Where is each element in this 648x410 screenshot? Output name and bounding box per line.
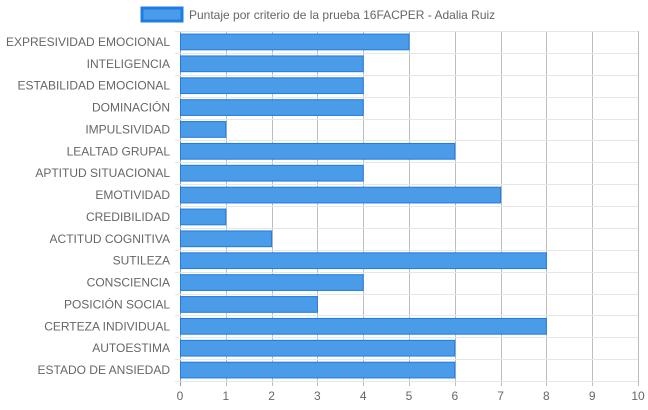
bar[interactable] (180, 77, 364, 95)
bar[interactable] (180, 317, 547, 335)
bar[interactable] (180, 55, 364, 73)
bar[interactable] (180, 296, 318, 313)
x-tick-label: 6 (451, 389, 458, 403)
category-label: DOMINACIÓN (92, 100, 170, 115)
bar[interactable] (180, 339, 456, 357)
category-label: ESTABILIDAD EMOCIONAL (18, 79, 171, 93)
category-label: EMOTIVIDAD (95, 188, 170, 202)
category-label: AUTOESTIMA (92, 341, 170, 355)
x-tick-labels: 0 1 2 3 4 5 6 7 8 9 10 (177, 389, 645, 403)
bar[interactable] (180, 208, 227, 226)
category-label: LEALTAD GRUPAL (67, 144, 171, 158)
x-tick-label: 5 (406, 389, 413, 403)
bar[interactable] (180, 142, 456, 160)
legend[interactable]: Puntaje por criterio de la prueba 16FACP… (140, 6, 495, 23)
x-tick-label: 0 (177, 389, 184, 403)
category-label: CREDIBILIDAD (86, 210, 170, 224)
bar[interactable] (180, 361, 456, 379)
bar[interactable] (180, 186, 502, 204)
bar[interactable] (180, 252, 547, 270)
legend-swatch[interactable] (140, 6, 184, 23)
category-label: CONSCIENCIA (87, 276, 170, 290)
legend-label[interactable]: Puntaje por criterio de la prueba 16FACP… (189, 8, 495, 22)
x-tick-label: 1 (222, 389, 229, 403)
category-label: ACTITUD COGNITIVA (50, 232, 170, 246)
category-label: INTELIGENCIA (87, 57, 170, 71)
x-tick-label: 10 (631, 389, 645, 403)
x-tick-label: 9 (589, 389, 596, 403)
category-label: CERTEZA INDIVIDUAL (44, 319, 170, 333)
x-tick-label: 2 (268, 389, 275, 403)
bar[interactable] (180, 33, 410, 51)
category-label: SUTILEZA (113, 254, 170, 268)
category-label: EXPRESIVIDAD EMOCIONAL (6, 35, 170, 49)
x-tick-label: 3 (314, 389, 321, 403)
bar[interactable] (180, 230, 273, 248)
category-labels: EXPRESIVIDAD EMOCIONAL INTELIGENCIA ESTABI… (6, 35, 170, 377)
category-label: ESTADO DE ANSIEDAD (38, 363, 171, 377)
category-label: APTITUD SITUACIONAL (35, 166, 170, 180)
bar[interactable] (180, 164, 364, 182)
category-label: POSICIÓN SOCIAL (64, 296, 170, 311)
bar[interactable] (180, 121, 227, 138)
category-label: IMPULSIVIDAD (85, 122, 170, 136)
bars (180, 33, 547, 379)
grid (175, 31, 639, 386)
x-tick-label: 4 (360, 389, 367, 403)
bar[interactable] (180, 274, 364, 291)
x-tick-label: 8 (543, 389, 550, 403)
bar[interactable] (180, 99, 364, 116)
x-tick-label: 7 (497, 389, 504, 403)
